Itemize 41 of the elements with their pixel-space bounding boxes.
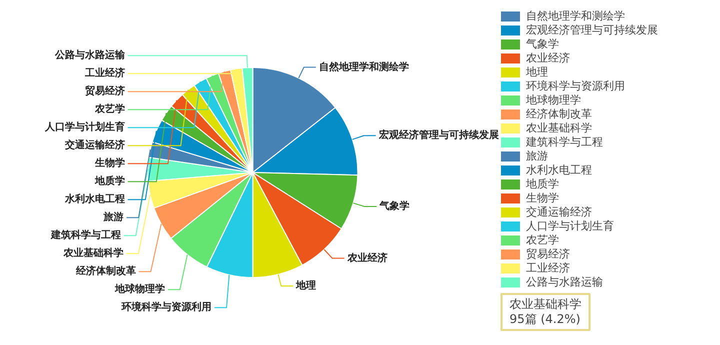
legend-label: 生物学 [526, 191, 559, 204]
slice-label: 公路与水路运输 [54, 49, 126, 62]
legend-label: 旅游 [526, 149, 548, 162]
slice-label: 交通运输经济 [64, 139, 125, 152]
legend-label: 水利水电工程 [526, 163, 592, 176]
legend-label: 农业经济 [526, 51, 570, 64]
legend-label: 地理 [525, 65, 548, 78]
legend-label: 地球物理学 [525, 93, 581, 106]
slice-label: 建筑科学与工程 [50, 229, 121, 242]
legend-label: 气象学 [526, 37, 559, 50]
legend-label: 宏观经济管理与可持续发展 [526, 23, 658, 36]
slice-label: 地质学 [94, 175, 125, 188]
slice-label: 农业经济 [346, 252, 388, 264]
slice-label: 经济体制改革 [74, 265, 136, 278]
slice-label: 宏观经济管理与可持续发展 [378, 129, 499, 142]
text: 农业基础科学 95篇 (4.2%) [510, 297, 582, 326]
slice-label: 环境科学与资源利用 [120, 301, 212, 314]
slice-label: 水利水电工程 [64, 193, 125, 206]
legend-label: 自然地理学和测绘学 [526, 9, 625, 22]
slice-label: 地理 [295, 280, 316, 292]
slice-label: 贸易经济 [84, 85, 125, 98]
legend-label: 经济体制改革 [526, 107, 592, 120]
legend-label: 地质学 [525, 177, 559, 190]
slice-label: 旅游 [102, 211, 124, 224]
legend-label: 环境科学与资源利用 [526, 79, 625, 92]
slice-label: 气象学 [378, 200, 410, 212]
legend-label: 农艺学 [526, 233, 559, 246]
slice-label: 人口学与计划生育 [44, 121, 125, 134]
slice-label: 农业基础科学 [62, 247, 124, 260]
legend-label: 人口学与计划生育 [526, 219, 614, 232]
slice-label: 工业经济 [84, 67, 125, 80]
legend-label: 工业经济 [526, 261, 570, 274]
legend-label: 公路与水路运输 [526, 275, 603, 288]
legend-label: 交通运输经济 [526, 205, 592, 218]
legend-label: 农业基础科学 [526, 121, 592, 134]
legend-label: 建筑科学与工程 [525, 135, 603, 148]
slice-label: 地球物理学 [114, 283, 165, 296]
legend-label: 贸易经济 [526, 247, 570, 260]
slice-label: 生物学 [94, 157, 125, 170]
slice-label: 农艺学 [94, 103, 125, 116]
slice-label: 自然地理学和测绘学 [318, 60, 409, 73]
